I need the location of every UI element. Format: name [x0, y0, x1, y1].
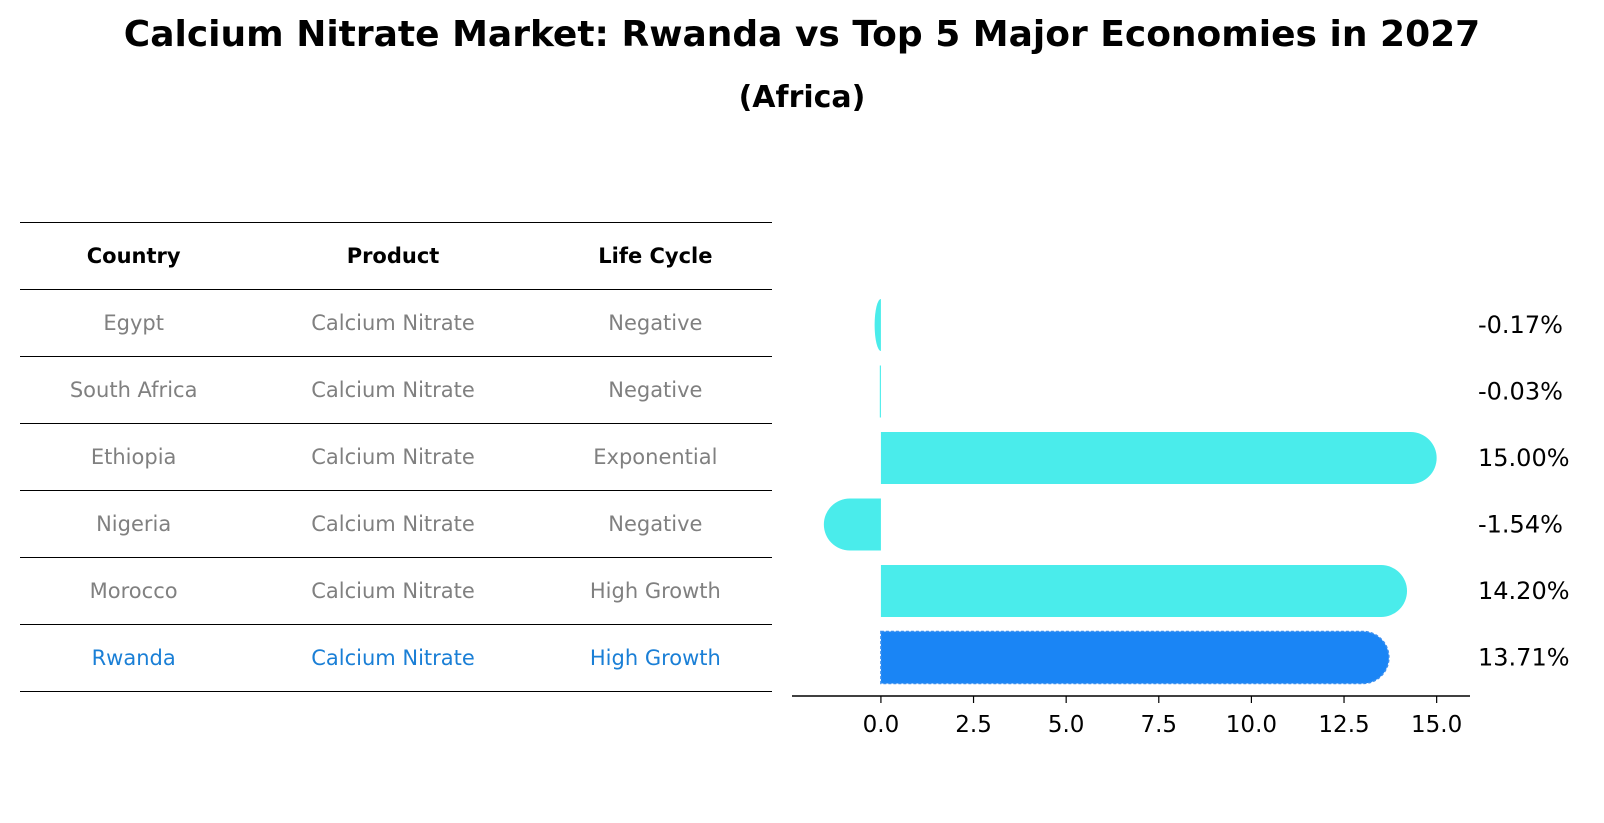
x-tick-label: 5.0: [1048, 712, 1085, 738]
cell-product: Calcium Nitrate: [247, 624, 539, 692]
cell-life-cycle: Negative: [538, 356, 772, 424]
table-row: Nigeria Calcium Nitrate Negative: [20, 490, 772, 558]
x-tick-label: 15.0: [1411, 712, 1462, 738]
header-country: Country: [20, 222, 248, 290]
data-label: 14.20%: [1478, 577, 1570, 605]
cell-country: Morocco: [20, 557, 248, 625]
data-label: -0.17%: [1478, 311, 1563, 339]
cell-country: Nigeria: [20, 490, 248, 558]
cell-country: Rwanda: [20, 624, 248, 692]
bar-egypt: [874, 299, 881, 351]
data-label: -1.54%: [1478, 511, 1563, 539]
x-tick-label: 12.5: [1318, 712, 1369, 738]
data-label: 15.00%: [1478, 444, 1570, 472]
cell-product: Calcium Nitrate: [247, 356, 539, 424]
table-row: Egypt Calcium Nitrate Negative: [20, 289, 772, 357]
chart-title: Calcium Nitrate Market: Rwanda vs Top 5 …: [123, 14, 1481, 55]
bar-ethiopia: [880, 432, 1437, 484]
bar-morocco: [880, 565, 1408, 617]
table-row: Ethiopia Calcium Nitrate Exponential: [20, 423, 772, 491]
x-tick-label: 2.5: [955, 712, 992, 738]
bar-rwanda: [880, 630, 1390, 685]
cell-product: Calcium Nitrate: [247, 289, 539, 357]
life-cycle-table: Country Product Life Cycle Egypt Calcium…: [20, 222, 772, 692]
cell-life-cycle: High Growth: [538, 557, 772, 625]
table-header-row: Country Product Life Cycle: [20, 222, 772, 290]
cell-country: Ethiopia: [20, 423, 248, 491]
cell-life-cycle: Exponential: [538, 423, 772, 491]
data-label: -0.03%: [1478, 378, 1563, 406]
cell-life-cycle: High Growth: [538, 624, 772, 692]
cell-country: Egypt: [20, 289, 248, 357]
cell-product: Calcium Nitrate: [247, 490, 539, 558]
table-row: Morocco Calcium Nitrate High Growth: [20, 557, 772, 625]
chart-subtitle: (Africa): [738, 80, 866, 115]
header-product: Product: [247, 222, 539, 290]
x-tick-label: 0.0: [863, 712, 900, 738]
cell-life-cycle: Negative: [538, 289, 772, 357]
cell-life-cycle: Negative: [538, 490, 772, 558]
cell-product: Calcium Nitrate: [247, 423, 539, 491]
table-row: South Africa Calcium Nitrate Negative: [20, 356, 772, 424]
header-life-cycle: Life Cycle: [538, 222, 772, 290]
bar-nigeria: [823, 498, 881, 551]
bar-south-africa: [879, 365, 881, 418]
cell-product: Calcium Nitrate: [247, 557, 539, 625]
table-row-highlighted: Rwanda Calcium Nitrate High Growth: [20, 624, 772, 692]
x-tick-label: 10.0: [1226, 712, 1277, 738]
cell-country: South Africa: [20, 356, 248, 424]
data-label: 13.71%: [1478, 644, 1570, 672]
x-tick-label: 7.5: [1140, 712, 1177, 738]
